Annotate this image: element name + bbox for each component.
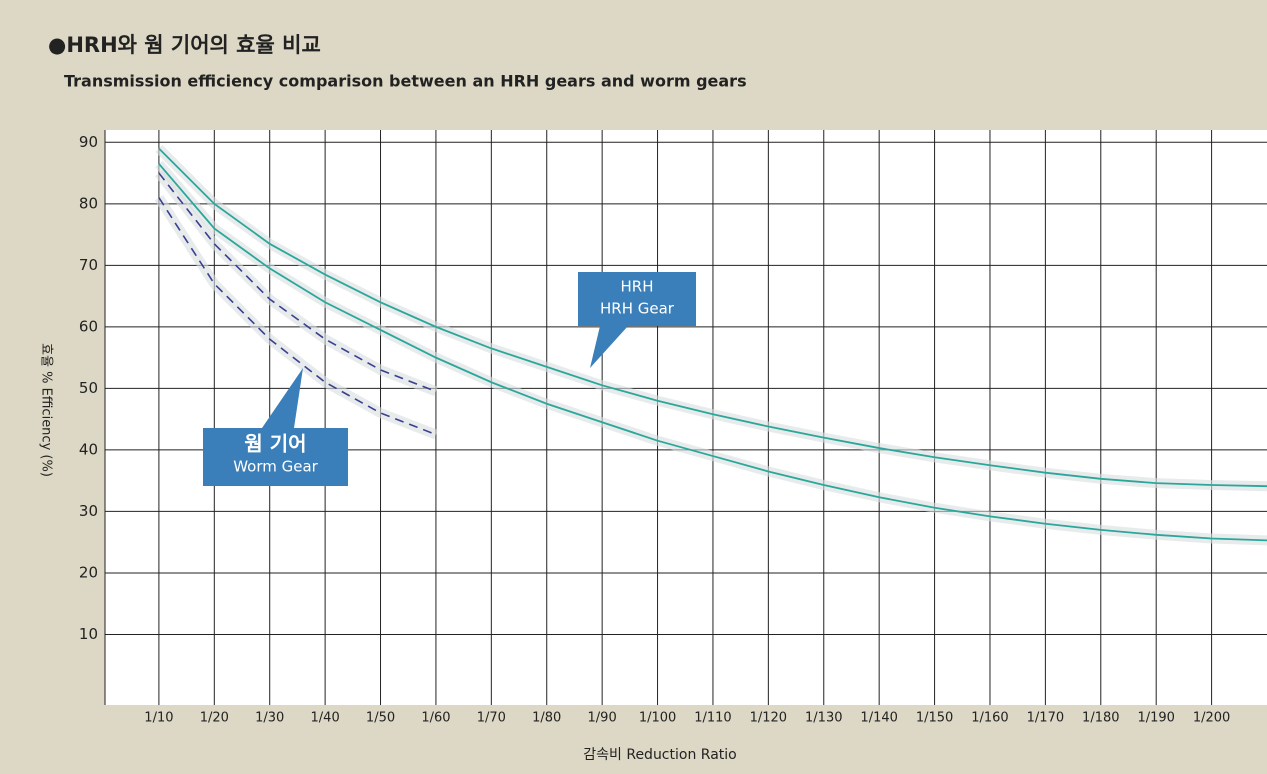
x-tick-label: 1/120 — [750, 711, 787, 726]
x-tick-label: 1/180 — [1082, 711, 1119, 726]
x-tick-label: 1/40 — [311, 711, 340, 726]
callout-text: HRH — [621, 278, 654, 296]
x-tick-label: 1/200 — [1193, 711, 1230, 726]
series-line — [158, 163, 1267, 542]
y-tick-label: 40 — [79, 440, 98, 458]
y-tick-label: 90 — [79, 133, 98, 151]
x-tick-label: 1/70 — [477, 711, 506, 726]
x-tick-label: 1/30 — [255, 711, 284, 726]
x-tick-label: 1/170 — [1027, 711, 1064, 726]
y-tick-label: 30 — [79, 502, 98, 520]
y-axis-label: 효율 % Efficiency (%) — [39, 343, 54, 477]
x-tick-label: 1/50 — [366, 711, 395, 726]
x-tick-label: 1/110 — [694, 711, 731, 726]
x-tick-label: 1/20 — [200, 711, 229, 726]
callout-pointer — [590, 326, 628, 368]
x-tick-label: 1/130 — [805, 711, 842, 726]
series-line — [158, 172, 437, 393]
x-tick-label: 1/190 — [1137, 711, 1174, 726]
x-tick-label: 1/150 — [916, 711, 953, 726]
x-tick-label: 1/140 — [860, 711, 897, 726]
callout-text: HRH Gear — [600, 300, 675, 318]
x-axis-label: 감속비 Reduction Ratio — [583, 747, 736, 763]
x-tick-label: 1/90 — [588, 711, 617, 726]
y-tick-label: 50 — [79, 379, 98, 397]
chart-subtitle: Transmission efficiency comparison betwe… — [64, 72, 747, 91]
x-tick-label: 1/100 — [639, 711, 676, 726]
chart-title: ●HRH와 웜 기어의 효율 비교 — [48, 33, 321, 57]
y-tick-label: 20 — [79, 563, 98, 581]
callout-pointer — [262, 368, 303, 428]
y-tick-label: 70 — [79, 256, 98, 274]
x-tick-label: 1/10 — [144, 711, 173, 726]
y-tick-label: 80 — [79, 194, 98, 212]
callout-box — [203, 428, 348, 486]
plot-area — [105, 130, 1267, 705]
y-tick-label: 60 — [79, 317, 98, 335]
x-tick-label: 1/80 — [532, 711, 561, 726]
series-line — [158, 197, 437, 436]
x-tick-label: 1/60 — [421, 711, 450, 726]
y-tick-label: 10 — [79, 625, 98, 643]
x-tick-label: 1/160 — [971, 711, 1008, 726]
callout-text: 웜 기어 — [244, 432, 306, 456]
series-line — [158, 147, 1267, 488]
callout-text: Worm Gear — [233, 458, 318, 476]
callout-box — [578, 272, 696, 326]
